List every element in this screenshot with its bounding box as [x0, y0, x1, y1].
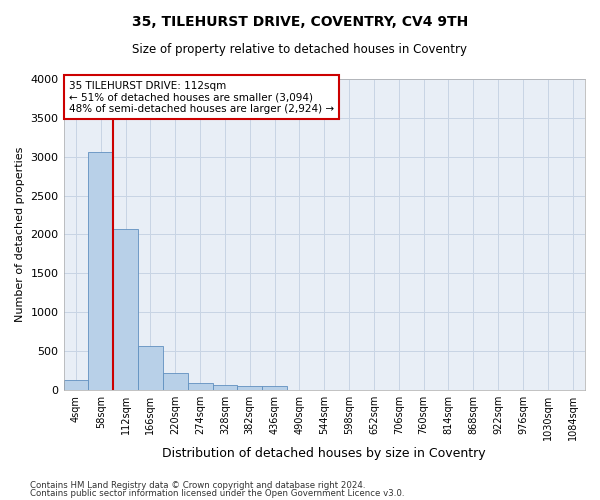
Text: Size of property relative to detached houses in Coventry: Size of property relative to detached ho…: [133, 42, 467, 56]
X-axis label: Distribution of detached houses by size in Coventry: Distribution of detached houses by size …: [163, 447, 486, 460]
Bar: [262, 386, 287, 390]
Text: 35, TILEHURST DRIVE, COVENTRY, CV4 9TH: 35, TILEHURST DRIVE, COVENTRY, CV4 9TH: [132, 15, 468, 29]
Bar: [88, 152, 113, 390]
Bar: [238, 386, 262, 390]
Bar: [138, 346, 163, 390]
Bar: [64, 380, 88, 390]
Bar: [212, 386, 238, 390]
Text: 35 TILEHURST DRIVE: 112sqm
← 51% of detached houses are smaller (3,094)
48% of s: 35 TILEHURST DRIVE: 112sqm ← 51% of deta…: [69, 80, 334, 114]
Text: Contains public sector information licensed under the Open Government Licence v3: Contains public sector information licen…: [30, 489, 404, 498]
Bar: [163, 373, 188, 390]
Bar: [113, 229, 138, 390]
Bar: [188, 383, 212, 390]
Text: Contains HM Land Registry data © Crown copyright and database right 2024.: Contains HM Land Registry data © Crown c…: [30, 480, 365, 490]
Y-axis label: Number of detached properties: Number of detached properties: [15, 147, 25, 322]
